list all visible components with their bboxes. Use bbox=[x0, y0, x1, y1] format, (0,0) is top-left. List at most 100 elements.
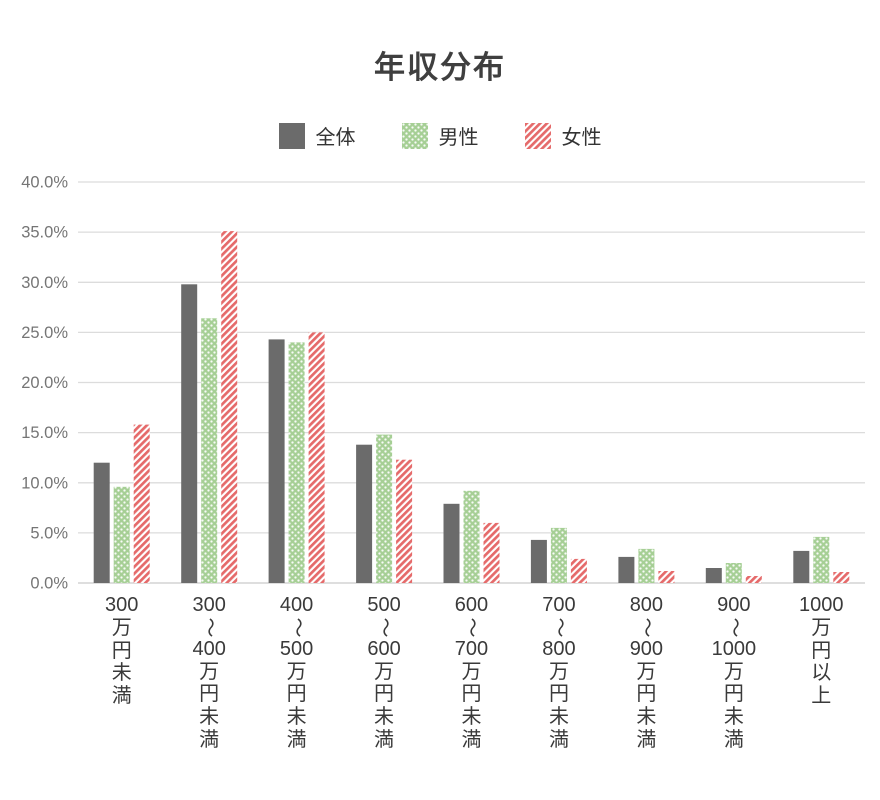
x-label-number: 300 bbox=[105, 594, 139, 616]
x-label-char: 未 bbox=[199, 706, 220, 729]
bar-female-8 bbox=[745, 576, 762, 583]
x-label-number: 1000 bbox=[711, 637, 757, 660]
bar-male-9 bbox=[813, 536, 830, 583]
x-label-number: 600 bbox=[454, 594, 489, 616]
x-label-char: 万 bbox=[286, 660, 307, 683]
x-axis-label-5: 600 〜 700 万円未満 bbox=[428, 594, 515, 752]
y-tick-label: 25.0% bbox=[21, 324, 68, 342]
x-label-tilde: 〜 bbox=[460, 617, 483, 638]
bar-overall-5 bbox=[443, 503, 460, 583]
x-label-char: 未 bbox=[548, 706, 569, 729]
x-label-number: 900 bbox=[717, 594, 751, 616]
x-label-char: 満 bbox=[636, 728, 657, 751]
x-axis-label-1: 300 万円未満 bbox=[78, 594, 165, 708]
x-label-char: 満 bbox=[374, 728, 395, 751]
x-label-tilde: 〜 bbox=[635, 617, 658, 638]
x-label-char: 万 bbox=[199, 660, 220, 683]
bar-overall-8 bbox=[705, 568, 722, 583]
x-label-char: 万 bbox=[548, 660, 569, 683]
x-label-tilde: 〜 bbox=[373, 617, 396, 638]
x-label-char: 円 bbox=[286, 683, 307, 706]
x-label-tilde: 〜 bbox=[286, 617, 309, 638]
legend-label-overall: 全体 bbox=[315, 127, 356, 149]
bar-female-7 bbox=[658, 571, 675, 583]
x-label-char: 万 bbox=[111, 616, 132, 639]
y-tick-label: 40.0% bbox=[21, 174, 68, 192]
bar-female-4 bbox=[396, 459, 413, 583]
x-label-char: 満 bbox=[111, 685, 132, 708]
x-label-char: 満 bbox=[286, 728, 307, 751]
legend-item-female: 女性 bbox=[524, 121, 602, 150]
x-label-char: 円 bbox=[374, 683, 395, 706]
x-label-char: 万 bbox=[636, 660, 657, 683]
x-label-char: 満 bbox=[723, 728, 744, 751]
bar-female-2 bbox=[221, 231, 238, 583]
chart-title: 年収分布 bbox=[374, 50, 506, 85]
y-tick-label: 20.0% bbox=[21, 374, 68, 392]
bar-male-7 bbox=[638, 548, 655, 583]
bar-female-9 bbox=[833, 572, 850, 583]
bar-male-5 bbox=[463, 490, 480, 583]
bar-overall-1 bbox=[93, 462, 110, 583]
x-label-char: 満 bbox=[461, 728, 482, 751]
x-label-number: 600 bbox=[367, 637, 401, 660]
x-label-number: 400 bbox=[192, 637, 226, 660]
x-label-char: 未 bbox=[723, 706, 744, 729]
bar-female-6 bbox=[570, 558, 587, 583]
y-tick-label: 5.0% bbox=[30, 524, 68, 542]
x-label-number: 900 bbox=[629, 637, 664, 660]
x-label-char: 万 bbox=[811, 616, 832, 639]
y-tick-label: 0.0% bbox=[30, 575, 68, 593]
x-label-char: 満 bbox=[548, 728, 569, 751]
bar-chart-canvas: 0.0% 5.0% 10.0% 15.0% 20.0% 25.0% 30.0% 35.0% 40… bbox=[21, 174, 865, 593]
x-label-char: 上 bbox=[811, 685, 832, 708]
x-label-tilde: 〜 bbox=[198, 617, 221, 638]
legend-label-male: 男性 bbox=[438, 127, 479, 149]
x-label-number: 400 bbox=[279, 594, 314, 616]
legend-swatch-overall-icon bbox=[278, 122, 305, 149]
x-axis-label-2: 300 〜 400 万円未満 bbox=[165, 594, 252, 752]
bar-male-2 bbox=[201, 318, 218, 583]
legend-swatch-female-icon bbox=[524, 122, 551, 149]
x-label-char: 未 bbox=[286, 706, 307, 729]
x-label-char: 未 bbox=[111, 662, 132, 685]
x-label-tilde: 〜 bbox=[723, 617, 746, 638]
bar-overall-7 bbox=[618, 556, 635, 583]
x-axis-label-3: 400 〜 500 万円未満 bbox=[253, 594, 340, 752]
bar-overall-2 bbox=[181, 284, 198, 583]
bar-overall-3 bbox=[268, 339, 285, 583]
bar-male-4 bbox=[376, 434, 393, 583]
y-tick-label: 10.0% bbox=[21, 474, 68, 492]
x-axis-label-6: 700 〜 800 万円未満 bbox=[515, 594, 602, 752]
x-label-number: 800 bbox=[629, 594, 664, 616]
x-label-char: 円 bbox=[111, 639, 132, 662]
legend-item-overall: 全体 bbox=[278, 121, 356, 150]
x-axis-label-9: 1000 万円以上 bbox=[778, 594, 865, 708]
bar-male-3 bbox=[288, 342, 305, 583]
x-axis-label-4: 500 〜 600 万円未満 bbox=[340, 594, 427, 752]
x-label-char: 円 bbox=[199, 683, 220, 706]
x-label-char: 未 bbox=[461, 706, 482, 729]
x-label-number: 700 bbox=[454, 637, 489, 660]
x-label-tilde: 〜 bbox=[548, 617, 571, 638]
x-label-char: 以 bbox=[811, 662, 832, 685]
x-label-number: 300 bbox=[192, 594, 226, 616]
legend-label-female: 女性 bbox=[561, 127, 602, 149]
x-axis-label-8: 900 〜 1000 万円未満 bbox=[690, 594, 777, 752]
legend: 全体 男性 女性 bbox=[0, 121, 880, 150]
legend-swatch-male-icon bbox=[401, 122, 428, 149]
x-label-char: 円 bbox=[723, 683, 744, 706]
bar-male-8 bbox=[725, 563, 742, 583]
x-label-char: 円 bbox=[548, 683, 569, 706]
x-label-number: 500 bbox=[279, 637, 314, 660]
x-label-char: 未 bbox=[374, 706, 395, 729]
x-label-number: 1000 bbox=[799, 594, 844, 616]
x-label-number: 700 bbox=[542, 594, 576, 616]
bar-male-6 bbox=[550, 527, 567, 583]
x-axis-label-7: 800 〜 900 万円未満 bbox=[603, 594, 690, 752]
x-label-char: 円 bbox=[636, 683, 657, 706]
bar-female-5 bbox=[483, 522, 500, 583]
bar-female-1 bbox=[133, 424, 150, 583]
bar-male-1 bbox=[113, 486, 130, 583]
